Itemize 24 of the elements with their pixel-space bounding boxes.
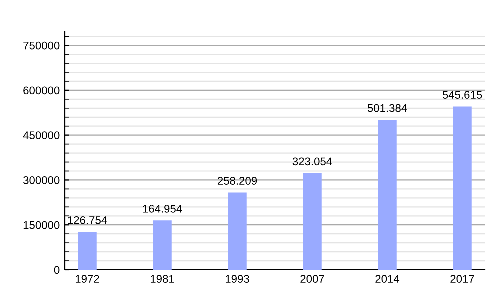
x-tick-label: 2007: [300, 275, 324, 284]
x-tick-label: 1972: [76, 275, 100, 284]
data-label: 258.209: [218, 177, 258, 185]
y-tick-label: 750000: [24, 42, 60, 50]
data-label: 164.954: [143, 205, 182, 213]
y-tick-label: 450000: [23, 132, 60, 140]
bar: [303, 173, 322, 270]
data-label: 545.615: [442, 91, 482, 99]
x-tick-label: 2017: [450, 275, 474, 284]
y-tick-label: 300000: [23, 176, 60, 184]
bar: [378, 120, 397, 270]
y-tick-label: 0: [54, 266, 60, 274]
data-label: 323.054: [292, 158, 332, 166]
y-tick-label: 150000: [24, 221, 60, 230]
x-tick-label: 2014: [376, 275, 400, 284]
x-tick-label: 1981: [150, 275, 174, 284]
bar: [453, 106, 472, 270]
bar: [153, 220, 172, 270]
bar: [78, 232, 97, 270]
x-tick-label: 1993: [226, 275, 250, 284]
bar: [228, 192, 247, 270]
y-tick-label: 600000: [24, 86, 60, 95]
data-label: 501.384: [368, 104, 408, 112]
data-label: 126.754: [68, 216, 108, 224]
